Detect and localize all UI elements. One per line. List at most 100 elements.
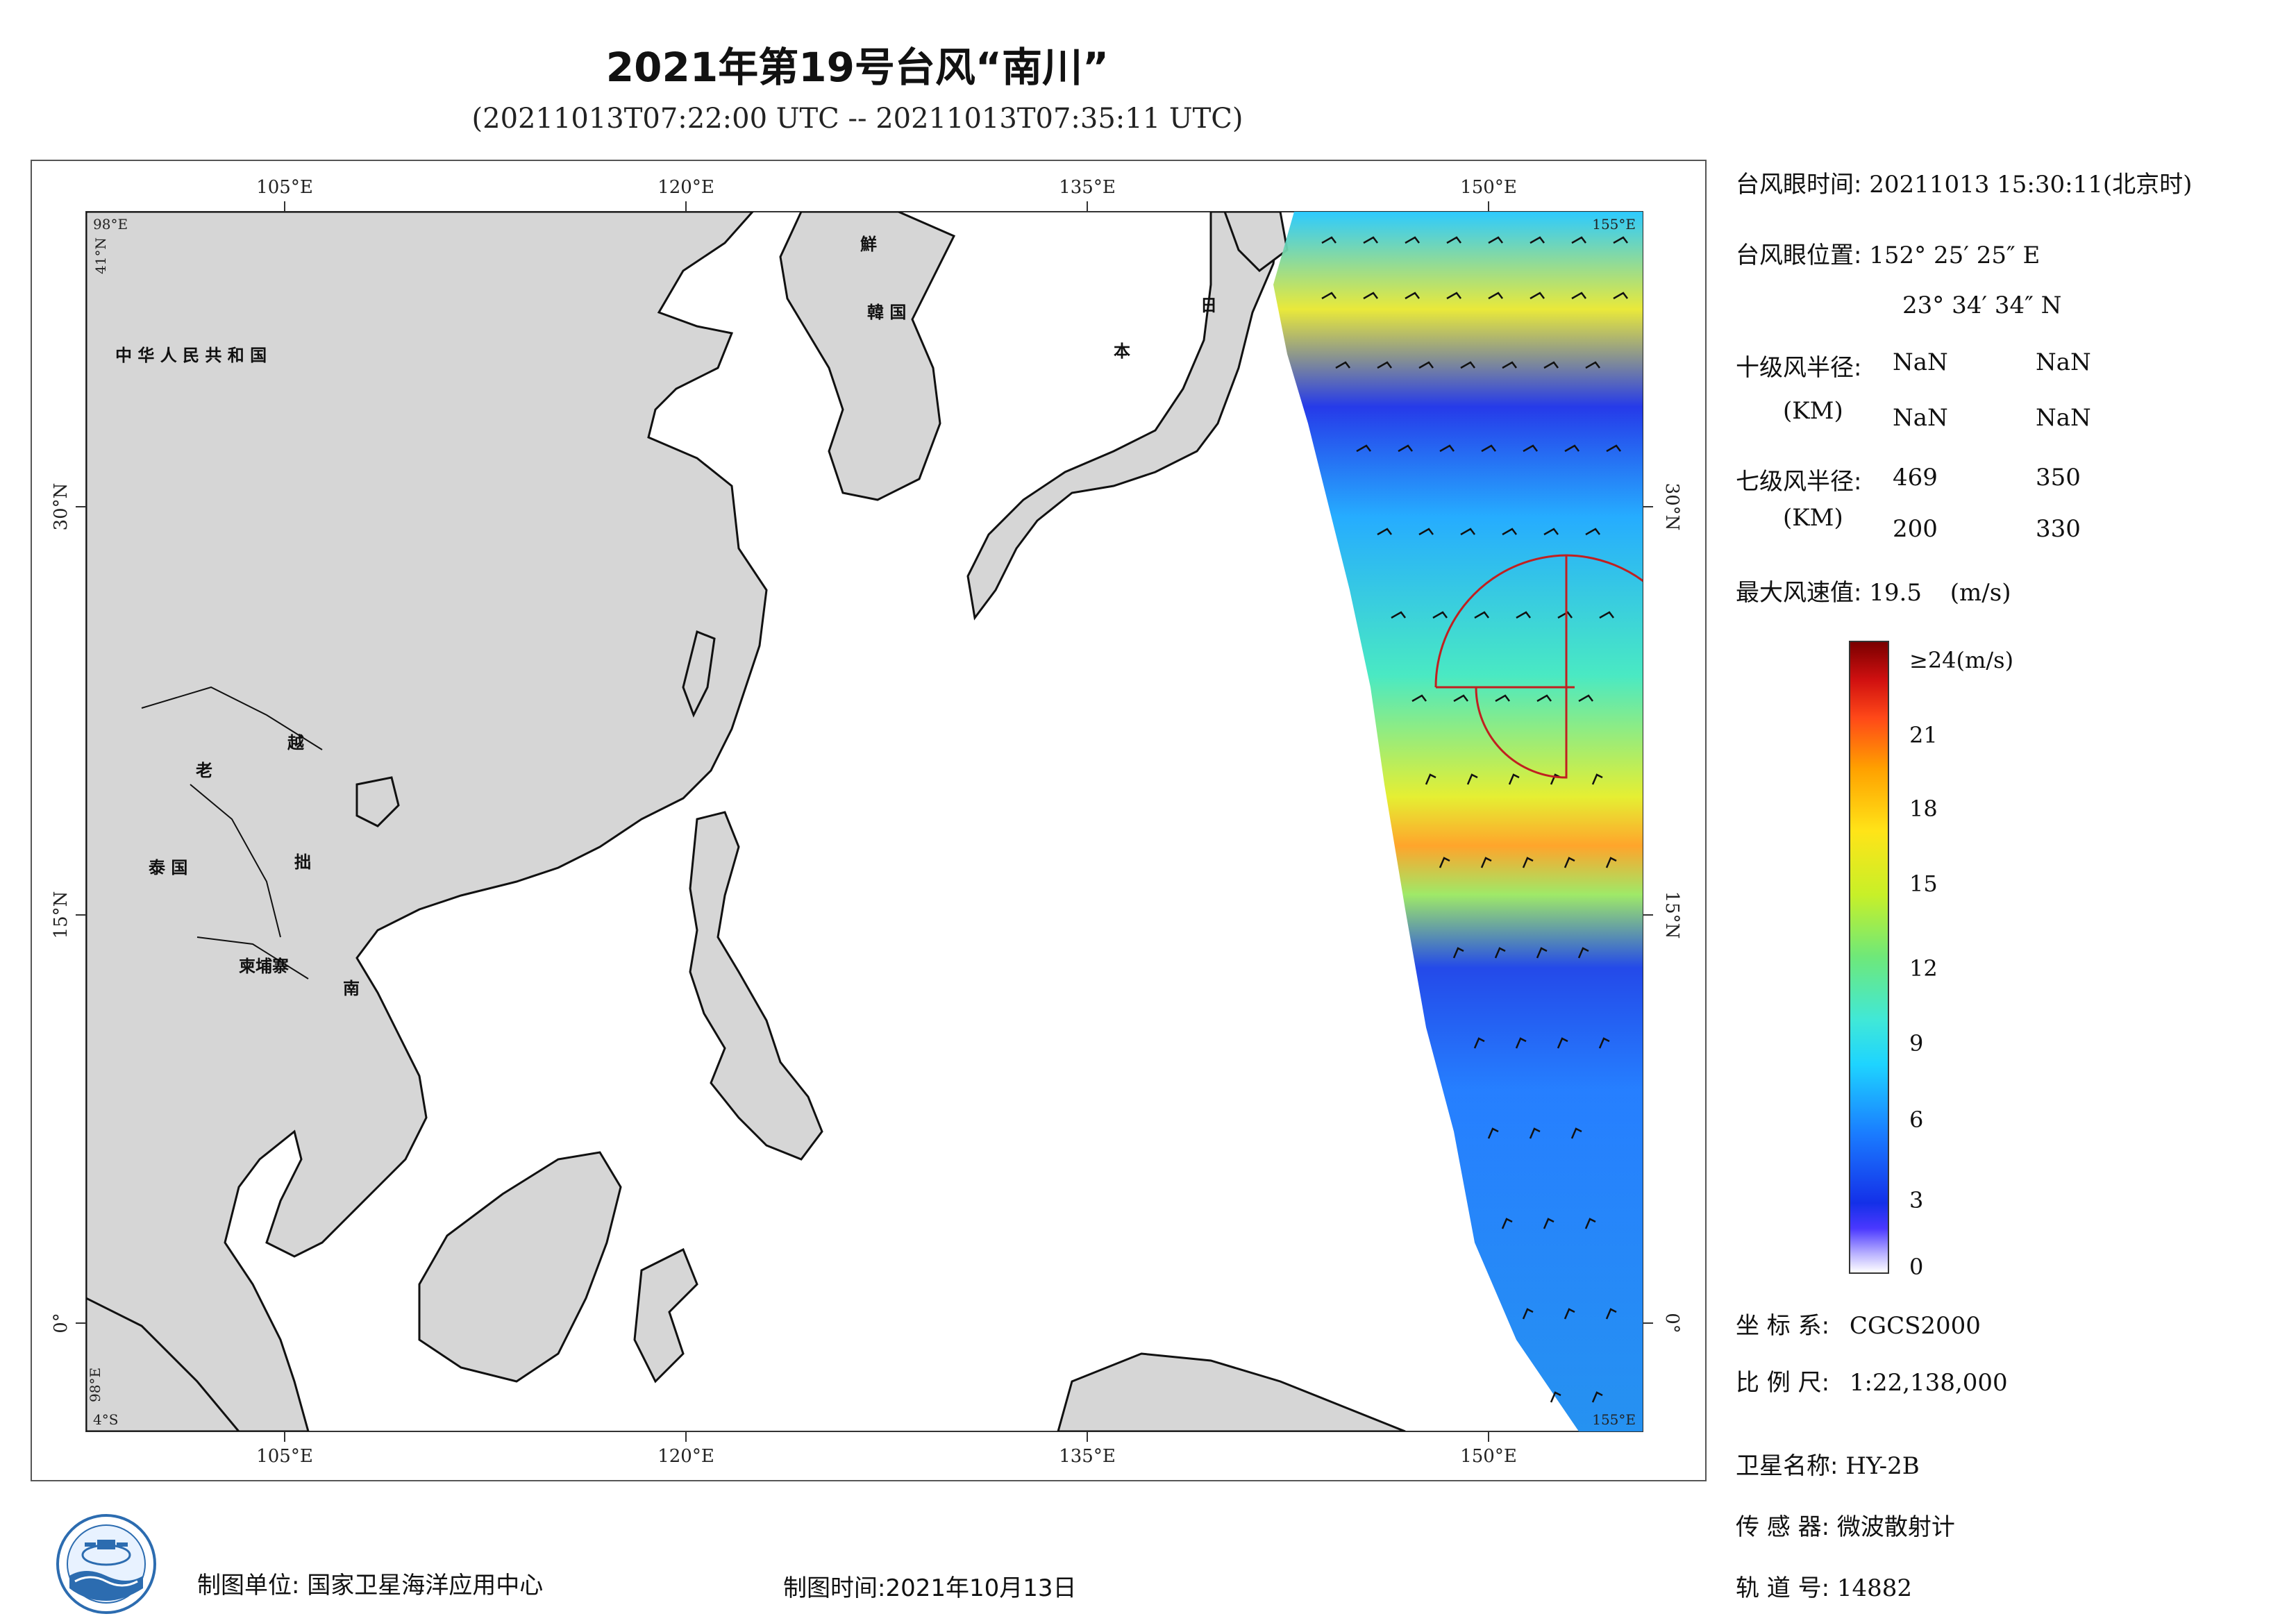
land-sulawesi <box>633 1247 698 1384</box>
land-hainan <box>355 776 400 827</box>
r10-value-2: NaN <box>2036 348 2091 376</box>
label-korea-north: 鮮 <box>860 235 877 254</box>
r7-unit: (KM) <box>1783 504 1843 532</box>
corner-label-sw-lon: 98°E <box>87 1368 103 1402</box>
lon-tick-bottom-2: 120°E <box>657 1446 714 1467</box>
eye-time-value: 20211013 15:30:11(北京时) <box>1869 171 2193 199</box>
label-korea-south: 韓 国 <box>867 303 906 322</box>
orbit-row: 轨 道 号: 14882 <box>1736 1569 1912 1603</box>
scale-row: 比 例 尺: 1:22,138,000 <box>1736 1363 2008 1397</box>
label-laos: 老 <box>196 761 212 780</box>
colorbar-tick-9: 9 <box>1909 1030 1924 1057</box>
satellite-value: HY-2B <box>1845 1452 1920 1480</box>
crs-value: CGCS2000 <box>1849 1312 1981 1340</box>
corner-label-ne-lon: 155°E <box>1592 216 1636 233</box>
lat-tick-right-3: 0° <box>1661 1313 1682 1334</box>
colorbar-tick-0: 0 <box>1909 1254 1924 1280</box>
typhoon-eye-marker <box>1558 679 1575 696</box>
corner-label-nw-lat: 41°N <box>92 237 109 274</box>
r10-label: 十级风半径: <box>1736 354 1862 382</box>
eye-time-label: 台风眼时间: <box>1736 171 1862 199</box>
land-new-guinea <box>1057 1352 1406 1431</box>
colorbar-tick-15: 15 <box>1909 871 1938 897</box>
corner-label-sw-lat: 4°S <box>93 1411 118 1428</box>
satellite-row: 卫星名称: HY-2B <box>1736 1447 1920 1481</box>
wind-speed-colorbar <box>1849 641 1889 1274</box>
lon-tick-top-4: 150°E <box>1460 177 1517 198</box>
label-japan-1: 日 <box>1200 296 1217 315</box>
label-china: 中 华 人 民 共 和 国 <box>115 346 267 365</box>
map-frame <box>31 160 1707 1481</box>
corner-label-se-lon: 155°E <box>1592 1411 1636 1428</box>
r7-value-2: 350 <box>2036 464 2081 491</box>
colorbar-tick-21: 21 <box>1909 722 1938 748</box>
lon-tick-bottom-1: 105°E <box>256 1446 313 1467</box>
r7-value-3: 200 <box>1893 515 1938 543</box>
producer-credit: 制图单位: 国家卫星海洋应用中心 <box>197 1572 544 1599</box>
nsoas-logo <box>56 1514 156 1614</box>
label-thailand: 泰 国 <box>149 858 187 877</box>
scale-label: 比 例 尺: <box>1736 1369 1830 1397</box>
max-wind-label: 最大风速值: <box>1736 579 1862 607</box>
r10-value-4: NaN <box>2036 404 2091 432</box>
colorbar-top-label: ≥24(m/s) <box>1909 647 2014 673</box>
orbit-label: 轨 道 号: <box>1736 1574 1830 1602</box>
land-sumatra <box>86 1297 240 1431</box>
label-japan-2: 本 <box>1114 342 1130 361</box>
satellite-label: 卫星名称: <box>1736 1452 1838 1480</box>
r7-label: 七级风半径: <box>1736 468 1862 496</box>
sensor-label: 传 感 器: <box>1736 1513 1830 1541</box>
colorbar-tick-3: 3 <box>1909 1187 1924 1213</box>
colorbar-tick-18: 18 <box>1909 796 1938 822</box>
lon-tick-bottom-4: 150°E <box>1460 1446 1517 1467</box>
sensor-value: 微波散射计 <box>1836 1513 1955 1541</box>
wind-swath <box>1273 212 1643 1431</box>
r7-value-1: 469 <box>1893 464 1938 491</box>
time-range-subtitle: (20211013T07:22:00 UTC -- 20211013T07:35… <box>471 103 1243 135</box>
land-hokkaido <box>1223 212 1289 272</box>
label-vietnam-2: 拙 <box>294 852 311 872</box>
r10-unit: (KM) <box>1783 397 1843 425</box>
colorbar-tick-6: 6 <box>1909 1107 1924 1133</box>
r10-row: 十级风半径: <box>1736 348 1861 382</box>
eye-position-row: 台风眼位置: 152° 25′ 25″ E <box>1736 236 2040 270</box>
land-korea <box>779 212 956 501</box>
max-wind-value: 19.5 <box>1869 579 1922 607</box>
lat-tick-left-1: 30°N <box>51 483 72 531</box>
typhoon-wind-radii <box>1434 554 1643 779</box>
crs-row: 坐 标 系: CGCS2000 <box>1736 1306 1981 1340</box>
label-cambodia: 柬埔寨 <box>239 957 289 976</box>
wind-barbs <box>1321 236 1628 1403</box>
lon-tick-top-3: 135°E <box>1059 177 1116 198</box>
wind-field-map: 105°E 120°E 135°E 150°E 105°E 120°E 135°… <box>51 177 1682 1467</box>
lon-tick-bottom-3: 135°E <box>1059 1446 1116 1467</box>
land-masses <box>86 212 1406 1431</box>
eye-position-label: 台风眼位置: <box>1736 242 1862 269</box>
crs-label: 坐 标 系: <box>1736 1312 1830 1340</box>
eye-position-lon: 152° 25′ 25″ E <box>1869 242 2041 269</box>
land-asia-mainland <box>86 212 768 1431</box>
colorbar-tick-12: 12 <box>1909 955 1938 982</box>
eye-time-row: 台风眼时间: 20211013 15:30:11(北京时) <box>1736 165 2192 199</box>
lat-tick-right-2: 15°N <box>1661 891 1682 939</box>
sensor-row: 传 感 器: 微波散射计 <box>1736 1508 1955 1542</box>
scale-value: 1:22,138,000 <box>1849 1369 2008 1397</box>
r7-row: 七级风半径: <box>1736 462 1861 496</box>
country-borders <box>141 686 323 979</box>
lon-tick-top-2: 120°E <box>657 177 714 198</box>
graticule-ticks <box>76 201 1653 1442</box>
r7-value-4: 330 <box>2036 515 2081 543</box>
label-vietnam-3: 南 <box>343 979 360 998</box>
land-taiwan <box>682 630 716 718</box>
lat-tick-right-1: 30°N <box>1661 483 1682 531</box>
map-title: 2021年第19号台风“南川” <box>605 44 1109 91</box>
production-date: 制图时间:2021年10月13日 <box>783 1574 1077 1602</box>
land-philippines <box>689 811 823 1161</box>
lon-tick-top-1: 105°E <box>256 177 313 198</box>
lat-tick-left-3: 0° <box>51 1313 72 1334</box>
label-vietnam-1: 越 <box>287 733 305 752</box>
max-wind-row: 最大风速值: 19.5 (m/s) <box>1736 573 2011 607</box>
r10-value-1: NaN <box>1893 348 1948 376</box>
land-borneo <box>418 1151 622 1383</box>
corner-label-nw-lon: 98°E <box>93 216 128 233</box>
